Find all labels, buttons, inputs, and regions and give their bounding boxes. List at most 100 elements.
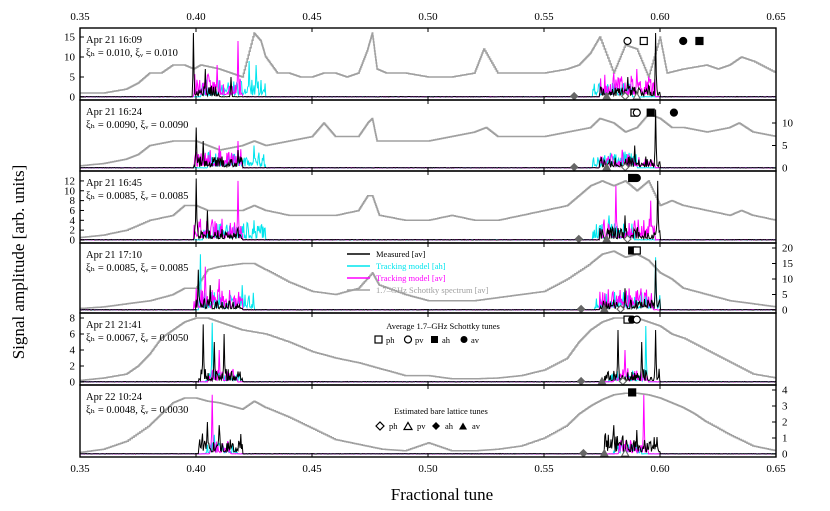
legend-bare-label-ph: ph xyxy=(389,421,398,431)
series-schottky-line xyxy=(80,32,776,94)
panel-date-label: Apr 21 21:41 xyxy=(86,320,142,331)
y-tick-label: 3 xyxy=(782,401,788,413)
series-schottky-line xyxy=(80,392,776,454)
x-tick-label-bottom: 0.60 xyxy=(650,463,670,475)
y-tick-label: 5 xyxy=(70,72,76,84)
panel-date-label: Apr 21 16:24 xyxy=(86,107,143,118)
x-tick-label-bottom: 0.65 xyxy=(766,463,786,475)
y-tick-label: 0 xyxy=(782,305,788,317)
y-tick-label: 4 xyxy=(70,345,76,357)
y-tick-label: 10 xyxy=(782,274,794,286)
y-tick-label: 1 xyxy=(782,433,788,445)
marker-filled-diamond-2-2 xyxy=(574,234,584,244)
marker-filled-triangle-5-2 xyxy=(599,448,609,457)
legend-label-measured: Measured [av] xyxy=(376,249,425,259)
top-x-axis: 0.35 0.40 0.45 0.50 0.55 0.60 0.65 xyxy=(70,11,786,23)
legend-marker-av-filled-triangle xyxy=(459,422,467,430)
legend-bare-title: Estimated bare lattice tunes xyxy=(394,406,488,416)
legend-average-tunes: Average 1.7–GHz Schottky tunes ph pv ah … xyxy=(374,321,500,345)
y-tick-label: 5 xyxy=(782,289,788,301)
x-axis-label: Fractional tune xyxy=(391,485,493,504)
legend-label-schottky: 1.7–GHz Schottky spectrum [av] xyxy=(376,285,489,295)
marker-open-diamond-4-5 xyxy=(618,376,628,386)
y-tick-label: 0 xyxy=(782,449,788,461)
y-tick-label: 8 xyxy=(70,313,76,325)
marker-filled-diamond-3-2 xyxy=(576,304,586,314)
marker-open-square-0-1 xyxy=(639,36,648,46)
legend-label-model-ah: Tracking model [ah] xyxy=(376,261,446,271)
marker-filled-circle-2-1 xyxy=(632,173,641,183)
legend-average-title: Average 1.7–GHz Schottky tunes xyxy=(386,321,500,331)
series-schottky-line xyxy=(80,180,776,239)
x-tick-label-bottom: 0.50 xyxy=(418,463,438,475)
panel-chromaticity-label: ξₕ = 0.010, ξᵥ = 0.010 xyxy=(86,48,178,59)
y-tick-label: 12 xyxy=(64,175,75,187)
y-tick-label: 0 xyxy=(70,235,76,247)
marker-filled-square-1-2 xyxy=(646,108,655,117)
marker-filled-triangle-3-3 xyxy=(599,304,609,313)
panel-chromaticity-label: ξₕ = 0.0085, ξᵥ = 0.0085 xyxy=(86,191,188,202)
legend-main: Measured [av] Tracking model [ah] Tracki… xyxy=(347,249,489,295)
legend-avg-label-av: av xyxy=(471,335,480,345)
panel-date-label: Apr 21 17:10 xyxy=(86,250,142,261)
panel-chromaticity-label: ξₕ = 0.0067, ξᵥ = 0.0050 xyxy=(86,333,188,344)
marker-open-circle-0-0 xyxy=(623,36,632,46)
y-tick-label: 10 xyxy=(64,185,76,197)
x-tick-label-bottom: 0.45 xyxy=(302,463,322,475)
marker-open-diamond-2-4 xyxy=(623,234,632,244)
legend-avg-label-ah: ah xyxy=(442,335,451,345)
legend-label-model-av: Tracking model [av] xyxy=(376,273,446,283)
marker-open-circle-4-2 xyxy=(632,315,641,324)
y-tick-label: 8 xyxy=(70,195,76,207)
x-tick-label-top: 0.35 xyxy=(70,11,90,23)
y-tick-label: 0 xyxy=(70,92,76,104)
marker-open-diamond-0-6 xyxy=(620,91,630,101)
y-tick-label: 15 xyxy=(782,258,794,270)
panel-date-label: Apr 21 16:09 xyxy=(86,35,142,46)
marker-filled-triangle-1-5 xyxy=(602,162,612,171)
marker-filled-triangle-2-3 xyxy=(602,234,612,243)
marker-open-triangle-5-3 xyxy=(620,448,630,457)
y-tick-label: 15 xyxy=(64,32,76,44)
marker-open-circle-1-1 xyxy=(632,108,641,117)
y-tick-label: 4 xyxy=(70,215,76,227)
marker-filled-circle-0-2 xyxy=(679,36,688,46)
x-tick-label-top: 0.55 xyxy=(534,11,554,23)
y-tick-label: 2 xyxy=(70,361,76,373)
y-tick-label: 10 xyxy=(64,52,76,64)
marker-open-square-3-1 xyxy=(632,246,641,255)
panel-6: 0 1 2 3 4 Apr 22 10:24 ξₕ = 0.0048, ξᵥ = 0.003… xyxy=(79,384,788,461)
x-tick-label-top: 0.50 xyxy=(418,11,438,23)
marker-filled-diamond-0-4 xyxy=(569,91,579,101)
y-tick-label: 4 xyxy=(782,385,788,397)
legend-marker-ph-open-square xyxy=(374,335,383,344)
x-tick-label-top: 0.60 xyxy=(650,11,670,23)
y-tick-label: 2 xyxy=(70,225,76,237)
marker-filled-diamond-4-3 xyxy=(576,376,586,386)
panel-4: 0 5 10 15 20 Apr 21 17:10 ξₕ = 0.0085, ξᵥ = 0.… xyxy=(79,242,794,317)
y-tick-label: 6 xyxy=(70,329,76,341)
legend-bare-label-av: av xyxy=(472,421,481,431)
y-tick-label: 0 xyxy=(782,163,788,175)
series-schottky-line xyxy=(80,317,776,382)
marker-filled-triangle-0-5 xyxy=(602,91,612,100)
legend-marker-ph-open-diamond xyxy=(375,421,385,431)
panel-chromaticity-label: ξₕ = 0.0085, ξᵥ = 0.0085 xyxy=(86,263,188,274)
marker-filled-square-5-0 xyxy=(628,388,637,397)
marker-open-diamond-1-6 xyxy=(620,162,630,172)
legend-bare-label-pv: pv xyxy=(417,421,426,431)
y-tick-label: 5 xyxy=(782,140,788,152)
panel-chromaticity-label: ξₕ = 0.0048, ξᵥ = 0.0030 xyxy=(86,405,188,416)
y-tick-label: 2 xyxy=(782,417,788,429)
legend-bare-tunes: Estimated bare lattice tunes ph pv ah av xyxy=(375,406,488,431)
panel-1: 0 5 10 15 Apr 21 16:09 ξₕ = 0.010, ξᵥ = 0.010 xyxy=(64,27,777,104)
series-schottky-line xyxy=(80,250,776,310)
legend-marker-pv-open-circle xyxy=(403,335,413,344)
legend-marker-ah-filled-square xyxy=(431,336,438,343)
marker-filled-diamond-1-4 xyxy=(569,162,579,172)
y-tick-label: 6 xyxy=(70,205,76,217)
legend-avg-label-ph: ph xyxy=(386,335,395,345)
panel-date-label: Apr 22 10:24 xyxy=(86,392,143,403)
